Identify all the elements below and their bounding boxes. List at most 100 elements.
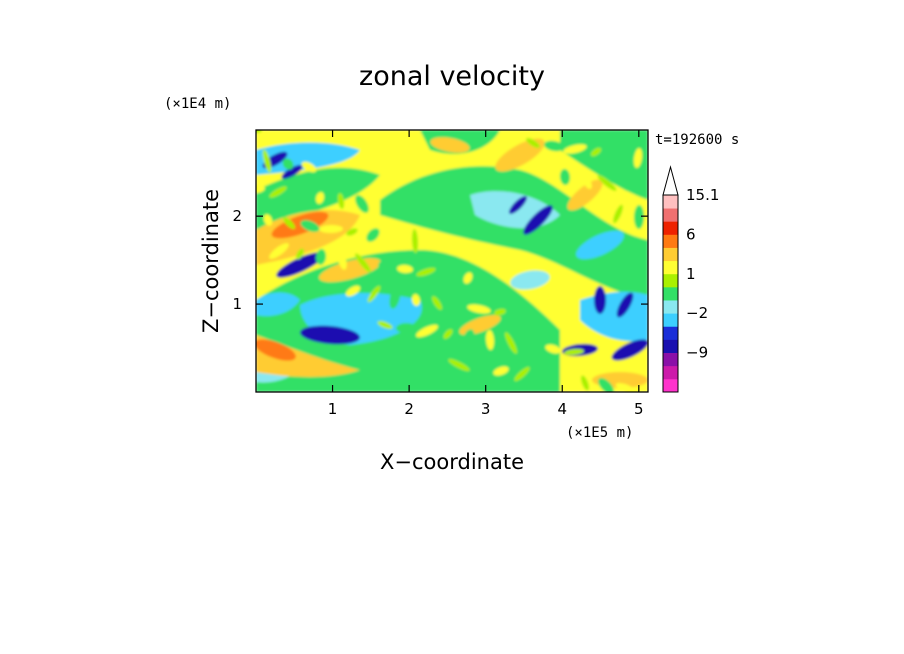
colorbar-band xyxy=(663,195,678,209)
colorbar-band xyxy=(663,247,678,262)
contour-patch xyxy=(262,149,272,173)
contour-patch xyxy=(256,130,262,133)
contour-patch xyxy=(315,192,325,204)
contour-patch xyxy=(296,248,304,260)
contour-patch xyxy=(507,134,517,146)
chart-title: zonal velocity xyxy=(359,61,545,92)
contour-patch xyxy=(559,169,571,185)
colorbar-band xyxy=(663,300,678,314)
contour-patch xyxy=(563,144,587,154)
x-tick-label: 4 xyxy=(557,400,567,418)
contour-patch xyxy=(397,264,413,274)
contour-patch xyxy=(559,374,569,386)
colorbar-extend-arrow xyxy=(662,165,679,196)
contour-patch xyxy=(616,292,634,318)
contour-patch xyxy=(269,186,287,198)
x-tick-label: 1 xyxy=(328,400,338,418)
contour-patch xyxy=(514,366,530,382)
contour-patch xyxy=(567,179,603,211)
contour-patch xyxy=(443,329,453,339)
contour-region xyxy=(380,166,648,300)
colorbar-band xyxy=(663,273,678,288)
contour-patch xyxy=(300,220,320,232)
contour-patch xyxy=(526,340,538,352)
contour-patch xyxy=(474,362,486,374)
contour-patch xyxy=(485,330,495,350)
contour-patch xyxy=(345,285,361,297)
contour-patch xyxy=(431,296,443,310)
contour-patch xyxy=(378,260,390,272)
contour-patch xyxy=(301,161,317,173)
contour-patch xyxy=(494,308,506,316)
colorbar: 15.1 6 1 −2 −9 xyxy=(662,165,719,393)
contour-patch xyxy=(256,184,265,194)
contour-patch xyxy=(326,282,338,294)
plot-frame xyxy=(255,129,649,393)
contour-patch xyxy=(598,378,614,392)
y-tick-label: 1 xyxy=(232,295,242,313)
contour-patch xyxy=(510,270,550,290)
colorbar-band xyxy=(663,260,678,275)
contour-patch xyxy=(576,230,624,260)
contour-patch xyxy=(377,320,393,330)
contour-patch xyxy=(580,375,590,391)
contour-patch xyxy=(493,366,509,376)
contour-patch xyxy=(448,358,470,372)
contour-patch xyxy=(315,249,327,265)
contour-patch xyxy=(467,304,491,314)
colorbar-tick-label: 1 xyxy=(686,265,696,283)
contour-field xyxy=(256,130,648,392)
contour-patch xyxy=(536,365,550,389)
colorbar-band xyxy=(663,221,678,235)
x-unit-label: (×1E5 m) xyxy=(566,425,633,441)
contour-patch xyxy=(319,224,343,234)
contour-patch xyxy=(415,324,439,338)
x-axis: 1 2 3 4 5 xyxy=(328,130,644,418)
contour-patch xyxy=(513,308,529,322)
contour-patch xyxy=(449,299,467,313)
contour-patch xyxy=(597,175,617,191)
y-axis: 12 xyxy=(232,207,648,313)
contour-patch xyxy=(282,216,296,230)
colorbar-band xyxy=(663,339,678,353)
contour-patch xyxy=(282,158,294,170)
contour-patch xyxy=(300,325,360,345)
contour-patch xyxy=(281,165,303,179)
contour-patch xyxy=(495,138,545,172)
contour-patch xyxy=(594,286,606,314)
contour-patch xyxy=(388,228,400,248)
contour-patch xyxy=(437,266,457,284)
contour-patch xyxy=(544,140,564,152)
colorbar-band xyxy=(663,286,678,301)
x-axis-label: X−coordinate xyxy=(380,450,524,474)
contour-patch xyxy=(396,322,416,334)
contour-region xyxy=(256,373,470,392)
y-unit-label: (×1E4 m) xyxy=(164,96,231,112)
contour-patch xyxy=(613,204,623,224)
time-label: t=192600 s xyxy=(655,132,739,148)
contour-patch xyxy=(523,205,553,235)
contour-patch xyxy=(416,267,436,277)
contour-patch xyxy=(389,285,401,309)
contour-patch xyxy=(622,180,634,192)
colorbar-frame xyxy=(662,194,679,393)
contour-patch xyxy=(355,195,369,213)
contour-patch xyxy=(463,272,473,284)
contour-patch xyxy=(509,196,527,214)
contour-patch xyxy=(611,339,648,361)
y-axis-label: Z−coordinate xyxy=(199,189,223,333)
contour-patch xyxy=(633,205,645,229)
contour-patch xyxy=(463,329,475,345)
contour-region xyxy=(256,292,300,317)
contour-patch xyxy=(256,339,296,361)
y-tick-label: 2 xyxy=(232,207,242,225)
x-tick-label: 3 xyxy=(481,400,491,418)
contour-patch xyxy=(633,148,643,168)
x-tick-label: 2 xyxy=(404,400,414,418)
contour-patch xyxy=(564,348,584,356)
colorbar-tick-label: −9 xyxy=(686,344,708,362)
contour-patch xyxy=(580,170,592,190)
contour-region xyxy=(256,142,360,175)
contour-patch xyxy=(346,228,358,236)
